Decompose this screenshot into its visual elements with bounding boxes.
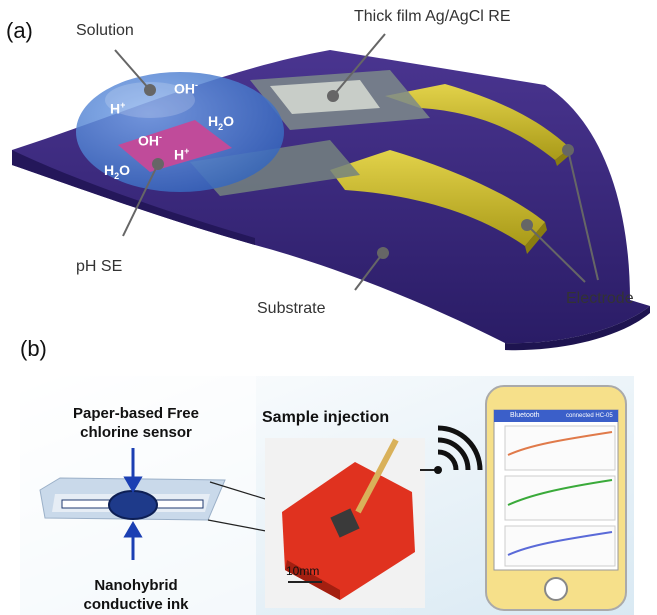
scale-bar-label: 10mm <box>286 564 320 578</box>
solution-label: Solution <box>76 22 134 39</box>
species-oh-top: OH- <box>174 80 198 97</box>
panel-a-label: (a) <box>6 18 33 43</box>
wifi-icon <box>434 425 483 474</box>
sensor-label-top-line1: Paper-based Free <box>73 405 199 422</box>
phone-app-status: connected HC-05 <box>566 413 613 419</box>
sensor-label-bottom: Nanohybrid conductive ink <box>46 576 226 614</box>
ph-sensing-pad <box>118 120 232 172</box>
species-h2o-right: H2O <box>208 113 235 132</box>
electrode-label: Electrode <box>566 290 634 307</box>
reference-electrode-label: Thick film Ag/AgCl RE <box>354 8 511 25</box>
ph-se-label: pH SE <box>76 258 123 275</box>
device-photo <box>265 438 440 608</box>
sensor-label-top-line2: chlorine sensor <box>80 424 192 441</box>
phone-app-title: Bluetooth <box>510 412 540 419</box>
indicator-arrows <box>123 448 143 560</box>
callout-leaders <box>114 33 599 291</box>
sensor-label-bottom-line2: conductive ink <box>83 596 189 613</box>
substrate-label: Substrate <box>257 300 326 317</box>
panel-b-label: (b) <box>20 336 47 361</box>
species-oh-mid: OH- <box>138 132 162 149</box>
solution-droplet <box>76 72 284 192</box>
paper-sensor <box>39 477 226 521</box>
species-h-top: H+ <box>110 100 126 117</box>
sensor-label-top: Paper-based Free chlorine sensor <box>46 404 226 442</box>
species-h-mid: H+ <box>174 146 190 163</box>
species-h2o-left: H2O <box>104 162 131 181</box>
smartphone <box>485 385 627 611</box>
sensor-label-bottom-line1: Nanohybrid <box>94 577 178 594</box>
sample-injection-label: Sample injection <box>262 409 390 426</box>
